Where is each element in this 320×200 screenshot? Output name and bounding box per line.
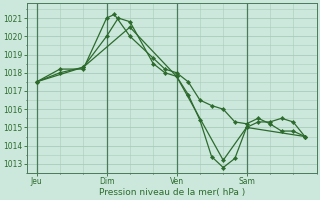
X-axis label: Pression niveau de la mer( hPa ): Pression niveau de la mer( hPa )	[99, 188, 245, 197]
